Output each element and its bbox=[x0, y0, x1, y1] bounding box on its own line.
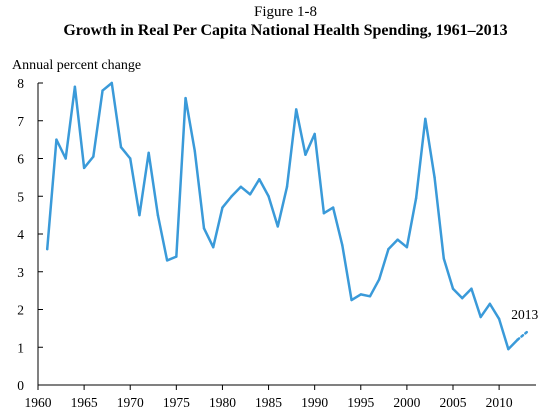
data-point bbox=[470, 287, 473, 290]
data-point bbox=[82, 166, 86, 170]
data-point bbox=[396, 238, 399, 241]
figure-label: Figure 1-8 bbox=[254, 4, 317, 20]
data-point bbox=[488, 302, 492, 306]
annotation-label: 2013 bbox=[511, 307, 538, 322]
y-tick-label: 8 bbox=[17, 76, 24, 91]
x-tick-label: 1980 bbox=[209, 395, 236, 410]
data-point bbox=[239, 185, 243, 189]
data-point bbox=[285, 185, 289, 189]
data-point bbox=[359, 293, 362, 296]
data-point bbox=[387, 247, 390, 251]
data-point bbox=[202, 227, 206, 230]
x-tick-label: 2005 bbox=[440, 395, 467, 410]
data-point bbox=[212, 246, 215, 249]
data-point bbox=[101, 89, 104, 92]
data-point bbox=[368, 295, 372, 298]
data-point bbox=[424, 117, 427, 121]
x-tick-label: 1990 bbox=[301, 395, 328, 410]
data-point bbox=[442, 257, 445, 260]
series-line bbox=[45, 81, 519, 351]
y-tick-label: 5 bbox=[17, 189, 24, 204]
y-tick-label: 3 bbox=[17, 265, 24, 280]
data-point bbox=[147, 151, 150, 155]
data-point bbox=[184, 96, 187, 100]
data-point bbox=[119, 145, 123, 149]
data-point bbox=[341, 244, 344, 247]
data-point bbox=[451, 287, 455, 290]
data-point bbox=[230, 195, 233, 198]
y-axis-label: Annual percent change bbox=[12, 58, 142, 73]
data-point bbox=[73, 85, 77, 88]
data-point bbox=[433, 176, 436, 179]
x-tick-label: 1985 bbox=[255, 395, 282, 410]
y-tick-label: 2 bbox=[17, 303, 24, 318]
data-point bbox=[165, 259, 169, 262]
data-point bbox=[507, 347, 510, 351]
data-point bbox=[92, 155, 95, 158]
data-point bbox=[497, 317, 501, 321]
data-point bbox=[156, 213, 160, 217]
y-tick-label: 7 bbox=[17, 114, 24, 129]
data-point bbox=[64, 157, 67, 160]
data-point bbox=[331, 206, 335, 209]
x-tick-label: 1975 bbox=[163, 395, 190, 410]
x-tick-label: 1995 bbox=[347, 395, 374, 410]
x-tick-label: 2010 bbox=[486, 395, 513, 410]
y-tick-label: 4 bbox=[17, 227, 24, 242]
data-point bbox=[304, 153, 307, 156]
x-tick-label: 1965 bbox=[71, 395, 98, 410]
data-point bbox=[193, 149, 196, 153]
data-point bbox=[55, 138, 58, 141]
data-point bbox=[110, 81, 113, 85]
data-point bbox=[350, 298, 353, 302]
data-point bbox=[221, 206, 224, 209]
data-point bbox=[414, 196, 418, 200]
y-tick-label: 6 bbox=[17, 152, 24, 167]
data-point bbox=[175, 255, 178, 258]
data-point bbox=[405, 246, 409, 249]
data-point bbox=[378, 278, 381, 281]
data-point bbox=[129, 157, 132, 160]
data-point bbox=[313, 132, 316, 136]
data-point bbox=[516, 338, 519, 341]
data-point bbox=[295, 108, 298, 111]
data-point bbox=[276, 225, 279, 228]
data-point bbox=[267, 195, 270, 198]
data-point bbox=[248, 193, 252, 196]
data-point bbox=[138, 213, 141, 217]
data-point bbox=[322, 212, 326, 215]
data-point bbox=[461, 296, 464, 300]
series-line-projection bbox=[516, 330, 529, 341]
chart-title: Growth in Real Per Capita National Healt… bbox=[63, 22, 508, 39]
x-tick-label: 1970 bbox=[117, 395, 144, 410]
y-tick-label: 0 bbox=[17, 378, 24, 393]
x-tick-label: 1960 bbox=[25, 395, 52, 410]
data-point bbox=[479, 315, 482, 319]
data-point bbox=[46, 247, 49, 251]
x-tick-label: 2000 bbox=[393, 395, 420, 410]
y-tick-label: 1 bbox=[17, 340, 24, 355]
data-point bbox=[258, 178, 261, 181]
